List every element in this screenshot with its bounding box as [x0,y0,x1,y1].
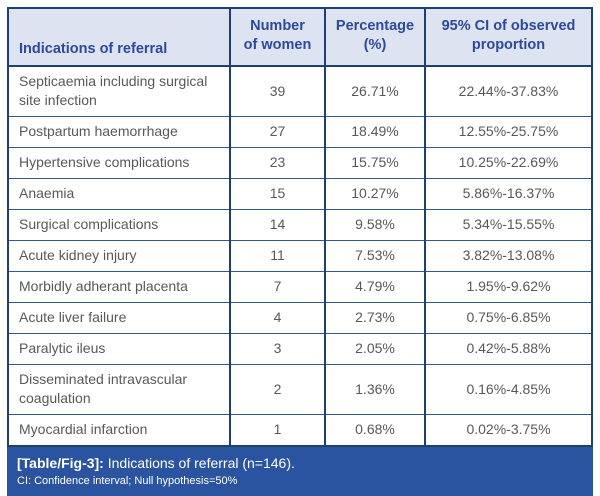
cell-number-of-women: 27 [229,116,325,148]
cell-indication: Hypertensive complications [8,147,230,179]
cell-indication: Acute kidney injury [8,240,230,272]
col-header-percentage: Percentage (%) [324,8,425,67]
cell-ci: 5.34%-15.55% [424,209,592,241]
cell-percentage: 0.68% [324,414,425,446]
col-header-ci: 95% CI of observed proportion [424,8,592,67]
table-caption-text: Indications of referral (n=146). [103,455,295,471]
cell-ci: 1.95%-9.62% [424,271,592,303]
cell-ci: 12.55%-25.75% [424,116,592,148]
table-body: Septicaemia including surgical site infe… [8,66,592,446]
cell-number-of-women: 23 [229,147,325,179]
cell-number-of-women: 14 [229,209,325,241]
cell-ci: 0.75%-6.85% [424,302,592,334]
cell-number-of-women: 11 [229,240,325,272]
table-row: Surgical complications 14 9.58% 5.34%-15… [8,209,592,241]
cell-indication: Postpartum haemorrhage [8,116,230,148]
cell-percentage: 26.71% [324,66,425,117]
cell-number-of-women: 4 [229,302,325,334]
cell-indication: Surgical complications [8,209,230,241]
col-header-number-of-women: Number of women [229,8,325,67]
cell-indication: Myocardial infarction [8,414,230,446]
table-header-row: Indications of referral Number of women … [8,8,592,67]
cell-ci: 0.42%-5.88% [424,333,592,365]
table-row: Anaemia 15 10.27% 5.86%-16.37% [8,178,592,210]
table-row: Hypertensive complications 23 15.75% 10.… [8,147,592,179]
table-row: Postpartum haemorrhage 27 18.49% 12.55%-… [8,116,592,148]
table-row: Acute liver failure 4 2.73% 0.75%-6.85% [8,302,592,334]
table-fig-label: [Table/Fig-3]: [17,455,104,471]
cell-ci: 10.25%-22.69% [424,147,592,179]
table-row: Morbidly adherant placenta 7 4.79% 1.95%… [8,271,592,303]
cell-percentage: 1.36% [324,364,425,415]
cell-percentage: 4.79% [324,271,425,303]
table-row: Acute kidney injury 11 7.53% 3.82%-13.08… [8,240,592,272]
cell-percentage: 7.53% [324,240,425,272]
cell-percentage: 2.73% [324,302,425,334]
table-caption: [Table/Fig-3]: Indications of referral (… [17,454,583,472]
cell-percentage: 10.27% [324,178,425,210]
table-figure: Indications of referral Number of women … [7,7,593,496]
cell-ci: 22.44%-37.83% [424,66,592,117]
cell-indication: Morbidly adherant placenta [8,271,230,303]
cell-percentage: 15.75% [324,147,425,179]
table-row: Paralytic ileus 3 2.05% 0.42%-5.88% [8,333,592,365]
cell-number-of-women: 2 [229,364,325,415]
cell-percentage: 18.49% [324,116,425,148]
table-caption-bar: [Table/Fig-3]: Indications of referral (… [7,447,593,496]
cell-ci: 0.16%-4.85% [424,364,592,415]
table-row: Myocardial infarction 1 0.68% 0.02%-3.75… [8,414,592,446]
table-row: Septicaemia including surgical site infe… [8,66,592,117]
cell-percentage: 9.58% [324,209,425,241]
cell-number-of-women: 7 [229,271,325,303]
cell-number-of-women: 15 [229,178,325,210]
cell-ci: 0.02%-3.75% [424,414,592,446]
cell-indication: Paralytic ileus [8,333,230,365]
referral-table: Indications of referral Number of women … [7,7,593,447]
cell-ci: 3.82%-13.08% [424,240,592,272]
cell-indication: Disseminated intravascular coagulation [8,364,230,415]
cell-number-of-women: 3 [229,333,325,365]
col-header-indications: Indications of referral [8,8,230,67]
cell-indication: Acute liver failure [8,302,230,334]
cell-indication: Septicaemia including surgical site infe… [8,66,230,117]
table-row: Disseminated intravascular coagulation 2… [8,364,592,415]
cell-percentage: 2.05% [324,333,425,365]
cell-number-of-women: 39 [229,66,325,117]
cell-ci: 5.86%-16.37% [424,178,592,210]
cell-number-of-women: 1 [229,414,325,446]
cell-indication: Anaemia [8,178,230,210]
table-footnote: CI: Confidence interval; Null hypothesis… [17,475,238,487]
